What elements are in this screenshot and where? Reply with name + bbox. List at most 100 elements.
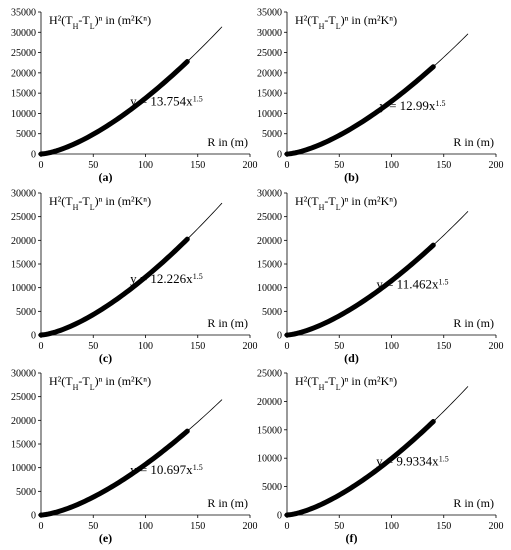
- y-tick-label: 15000: [257, 425, 282, 436]
- trendline: [40, 202, 223, 336]
- x-tick-label: 0: [285, 160, 290, 171]
- y-tick-label: 25000: [11, 212, 36, 223]
- y-tick-label: 5000: [16, 487, 36, 498]
- trendline: [286, 33, 469, 155]
- x-tick-label: 0: [39, 521, 44, 532]
- y-tick-label: 15000: [257, 89, 282, 100]
- y-tick-label: 20000: [257, 236, 282, 247]
- y-tick-label: 5000: [262, 129, 282, 140]
- y-tick-label: 5000: [262, 482, 282, 493]
- y-tick-label: 5000: [16, 129, 36, 140]
- x-axis-label: R in (m): [453, 316, 494, 330]
- y-tick-label: 10000: [11, 109, 36, 120]
- x-axis-label: R in (m): [207, 316, 248, 330]
- x-tick-label: 0: [285, 341, 290, 352]
- y-tick-label: 0: [277, 150, 282, 161]
- y-tick-label: 25000: [11, 392, 36, 403]
- chart-panel-6: 0 5000 10000 15000 20000 25000 0 50 100 150 200 H²(…: [257, 369, 504, 546]
- x-tick-label: 150: [436, 521, 451, 532]
- y-tick-label: 0: [31, 331, 36, 342]
- y-tick-label: 0: [31, 511, 36, 522]
- x-tick-label: 200: [243, 160, 258, 171]
- y-tick-label: 10000: [11, 283, 36, 294]
- y-axis-label: H²(TH-TL)ⁿ in (m²Kⁿ): [295, 194, 397, 212]
- y-tick-label: 30000: [11, 369, 36, 380]
- trendline-equation: y = 10.697x1.5: [130, 462, 203, 477]
- trendline-equation: y = 12.99x1.5: [379, 98, 445, 113]
- x-tick-label: 0: [285, 521, 290, 532]
- y-tick-label: 15000: [11, 89, 36, 100]
- chart-panel-4: 0 5000 10000 15000 20000 25000 30000 0 50 100 150 2…: [257, 189, 504, 366]
- x-tick-label: 100: [384, 341, 399, 352]
- y-tick-label: 5000: [16, 307, 36, 318]
- trendline-equation: y = 13.754x1.5: [130, 93, 203, 108]
- x-axis-label: R in (m): [453, 135, 494, 149]
- y-tick-label: 0: [277, 331, 282, 342]
- x-axis-label: R in (m): [453, 496, 494, 510]
- x-axis-label: R in (m): [207, 496, 248, 510]
- trendline: [286, 211, 469, 336]
- x-tick-label: 50: [334, 160, 344, 171]
- y-tick-label: 10000: [257, 109, 282, 120]
- panel-label: (f): [346, 531, 358, 545]
- panel-label: (b): [344, 170, 359, 184]
- x-tick-label: 150: [190, 521, 205, 532]
- trendline: [40, 399, 223, 516]
- x-axis-label: R in (m): [207, 135, 248, 149]
- x-tick-label: 50: [88, 521, 98, 532]
- y-axis-label: H²(TH-TL)ⁿ in (m²Kⁿ): [49, 374, 151, 392]
- x-tick-label: 200: [489, 341, 504, 352]
- x-tick-label: 150: [190, 341, 205, 352]
- panel-label: (d): [344, 351, 359, 365]
- chart-panel-3: 0 5000 10000 15000 20000 25000 30000 0 50 100 150 2…: [11, 189, 258, 366]
- x-tick-label: 150: [436, 160, 451, 171]
- y-tick-label: 25000: [11, 48, 36, 59]
- y-tick-label: 25000: [257, 369, 282, 380]
- x-tick-label: 100: [138, 521, 153, 532]
- x-tick-label: 100: [384, 160, 399, 171]
- y-tick-label: 10000: [257, 454, 282, 465]
- chart-panel-5: 0 5000 10000 15000 20000 25000 30000 0 50 100 150 2…: [11, 369, 258, 546]
- y-tick-label: 20000: [257, 397, 282, 408]
- panel-label: (e): [99, 531, 112, 545]
- chart-panel-2: 0 5000 10000 15000 20000 25000 30000 35000 0 50 10…: [257, 8, 504, 185]
- trendline-equation: y = 11.462x1.5: [376, 277, 448, 292]
- y-axis-label: H²(TH-TL)ⁿ in (m²Kⁿ): [295, 374, 397, 392]
- x-tick-label: 100: [138, 160, 153, 171]
- x-tick-label: 0: [39, 160, 44, 171]
- panel-label: (c): [99, 351, 112, 365]
- y-tick-label: 20000: [11, 236, 36, 247]
- y-tick-label: 15000: [11, 260, 36, 271]
- x-tick-label: 100: [138, 341, 153, 352]
- y-tick-label: 10000: [11, 463, 36, 474]
- x-tick-label: 50: [334, 341, 344, 352]
- y-axis-label: H²(TH-TL)ⁿ in (m²Kⁿ): [295, 13, 397, 31]
- trendline: [40, 26, 223, 155]
- x-tick-label: 100: [384, 521, 399, 532]
- y-tick-label: 25000: [257, 212, 282, 223]
- y-tick-label: 0: [31, 150, 36, 161]
- x-tick-label: 200: [489, 521, 504, 532]
- trendline: [286, 386, 469, 516]
- x-tick-label: 50: [88, 341, 98, 352]
- y-tick-label: 30000: [11, 189, 36, 200]
- y-axis-label: H²(TH-TL)ⁿ in (m²Kⁿ): [49, 13, 151, 31]
- y-tick-label: 30000: [11, 28, 36, 39]
- y-tick-label: 20000: [257, 68, 282, 79]
- y-tick-label: 35000: [11, 8, 36, 19]
- y-tick-label: 30000: [257, 189, 282, 200]
- panel-label: (a): [99, 170, 113, 184]
- x-tick-label: 200: [243, 521, 258, 532]
- x-tick-label: 200: [489, 160, 504, 171]
- y-tick-label: 5000: [262, 307, 282, 318]
- trendline-equation: y = 12.226x1.5: [130, 271, 203, 286]
- y-tick-label: 20000: [11, 416, 36, 427]
- y-tick-label: 15000: [257, 260, 282, 271]
- x-tick-label: 150: [436, 341, 451, 352]
- chart-panel-1: 0 5000 10000 15000 20000 25000 30000 35000 0 50 10…: [11, 8, 258, 185]
- y-axis-label: H²(TH-TL)ⁿ in (m²Kⁿ): [49, 194, 151, 212]
- x-tick-label: 0: [39, 341, 44, 352]
- x-tick-label: 200: [243, 341, 258, 352]
- y-tick-label: 0: [277, 511, 282, 522]
